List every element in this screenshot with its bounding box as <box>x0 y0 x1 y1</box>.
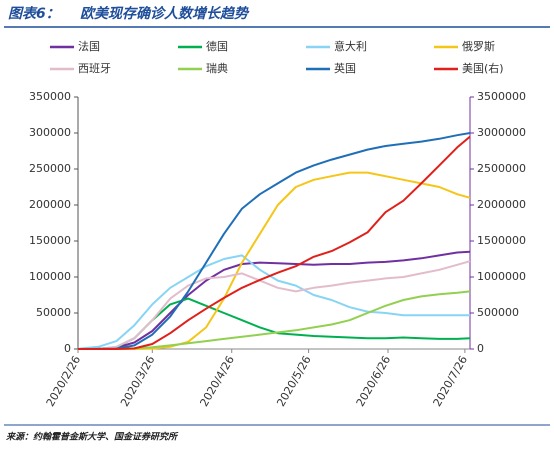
legend-label: 美国(右) <box>462 61 504 75</box>
y2-tick-label: 2000000 <box>477 198 526 211</box>
legend-label: 法国 <box>78 39 100 53</box>
y-tick-label: 200000 <box>29 198 71 211</box>
y2-tick-label: 1000000 <box>477 270 526 283</box>
y-tick-label: 150000 <box>29 234 71 247</box>
y2-tick-label: 3500000 <box>477 90 526 103</box>
y-tick-label: 300000 <box>29 126 71 139</box>
y-tick-label: 100000 <box>29 270 71 283</box>
legend-label: 西班牙 <box>78 62 111 75</box>
series-line <box>78 171 471 350</box>
series-line <box>78 290 471 350</box>
legend-label: 瑞典 <box>206 61 228 75</box>
legend-label: 俄罗斯 <box>462 40 495 53</box>
figure-label: 图表6： <box>8 5 60 22</box>
x-tick-label: 2020/6/26 <box>354 354 393 409</box>
series-line <box>77 254 470 350</box>
x-tick-label: 2020/5/26 <box>274 354 313 409</box>
legend-label: 英国 <box>334 61 356 75</box>
y2-tick-label: 500000 <box>477 306 519 319</box>
y-tick-label: 0 <box>64 342 71 355</box>
y-tick-label: 350000 <box>29 90 71 103</box>
source: 来源：约翰霍普金斯大学、国金证券研究所 <box>6 432 179 443</box>
chart-title: 欧美现存确诊人数增长趋势 <box>80 5 250 22</box>
legend-label: 德国 <box>206 39 228 53</box>
y2-tick-label: 2500000 <box>477 162 526 175</box>
y-tick-label: 50000 <box>36 306 71 319</box>
series-line <box>77 260 471 350</box>
series-line <box>77 132 471 350</box>
x-tick-label: 2020/3/26 <box>118 354 157 409</box>
y2-tick-label: 1500000 <box>477 234 526 247</box>
y2-tick-label: 0 <box>477 342 484 355</box>
y2-tick-label: 3000000 <box>477 126 526 139</box>
series-line <box>77 250 471 350</box>
x-tick-label: 2020/2/26 <box>44 354 83 409</box>
legend-label: 意大利 <box>334 39 367 53</box>
x-tick-label: 2020/4/26 <box>197 354 236 409</box>
y-tick-label: 250000 <box>29 162 71 175</box>
x-tick-label: 2020/7/26 <box>431 354 470 409</box>
series-line <box>78 135 471 350</box>
